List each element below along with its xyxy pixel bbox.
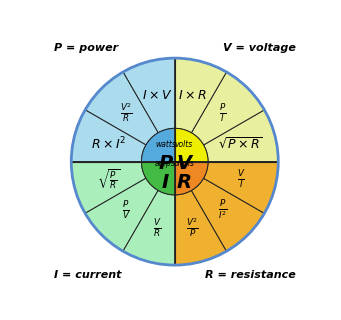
Polygon shape [123, 58, 175, 133]
Text: volts: volts [175, 140, 193, 149]
Text: $\frac{P}{I^2}$: $\frac{P}{I^2}$ [219, 198, 228, 222]
Text: I = current: I = current [54, 270, 121, 280]
Text: ohms: ohms [174, 158, 194, 168]
Polygon shape [71, 162, 146, 213]
Text: V: V [177, 154, 192, 173]
Text: $R \times I^2$: $R \times I^2$ [91, 136, 126, 152]
Polygon shape [175, 128, 208, 162]
Polygon shape [85, 178, 158, 251]
Text: $\frac{V}{R}$: $\frac{V}{R}$ [153, 217, 161, 239]
Text: $\sqrt{\frac{P}{R}}$: $\sqrt{\frac{P}{R}}$ [97, 167, 120, 191]
Text: watts: watts [155, 140, 176, 149]
Text: $I \times V$: $I \times V$ [142, 89, 172, 102]
Text: $\frac{V^2}{P}$: $\frac{V^2}{P}$ [186, 217, 199, 239]
Polygon shape [142, 128, 175, 162]
Text: $\frac{P}{I}$: $\frac{P}{I}$ [220, 102, 227, 124]
Polygon shape [71, 110, 146, 162]
Text: I: I [162, 172, 169, 192]
Polygon shape [204, 110, 278, 162]
Polygon shape [123, 190, 175, 265]
Polygon shape [175, 190, 226, 265]
Polygon shape [191, 72, 264, 145]
Text: $\sqrt{P \times R}$: $\sqrt{P \times R}$ [219, 136, 263, 151]
Polygon shape [175, 162, 208, 195]
Text: R: R [177, 172, 192, 192]
Text: V = voltage: V = voltage [223, 43, 296, 53]
Text: $\frac{V}{I}$: $\frac{V}{I}$ [237, 168, 245, 190]
Text: amps: amps [155, 158, 176, 168]
Polygon shape [85, 72, 158, 145]
Text: $I \times R$: $I \times R$ [178, 89, 207, 102]
Polygon shape [204, 162, 278, 213]
Text: $\frac{P}{V}$: $\frac{P}{V}$ [122, 199, 131, 221]
Polygon shape [191, 178, 264, 251]
Text: $\frac{V^2}{R}$: $\frac{V^2}{R}$ [120, 102, 133, 124]
Text: R = resistance: R = resistance [205, 270, 296, 280]
Text: P = power: P = power [54, 43, 118, 53]
Polygon shape [142, 162, 175, 195]
Text: P: P [158, 154, 173, 173]
Polygon shape [175, 58, 226, 133]
